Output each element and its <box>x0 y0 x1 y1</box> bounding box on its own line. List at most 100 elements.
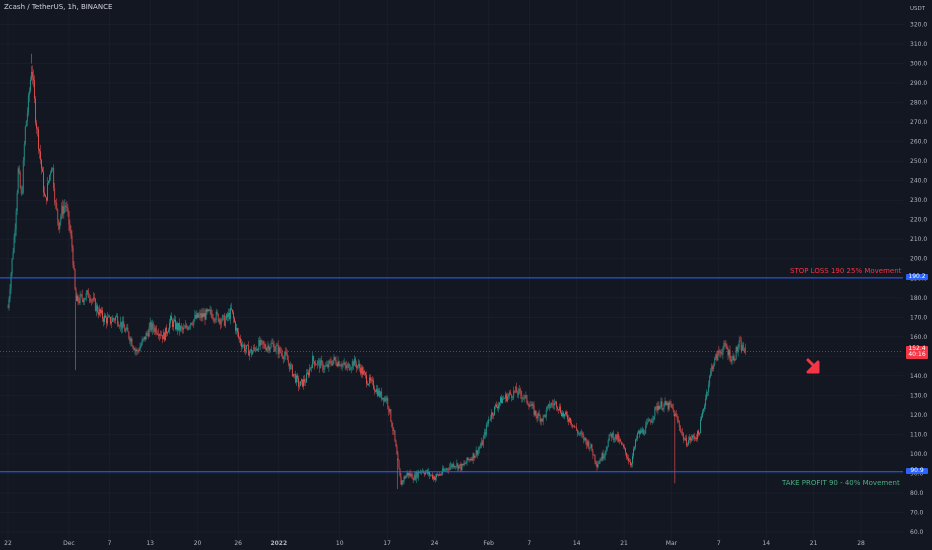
candle-body <box>531 404 533 406</box>
candle-body <box>602 453 604 459</box>
candle-body <box>726 346 728 350</box>
candle-body <box>226 314 228 318</box>
candle-body <box>568 419 569 422</box>
price-tick-label: 290.0 <box>910 80 927 87</box>
candle-body <box>710 370 712 376</box>
candle-body <box>621 444 623 446</box>
candle-body <box>272 343 274 345</box>
candle-body <box>608 434 610 441</box>
candle-body <box>601 453 603 461</box>
candle-body <box>54 188 56 203</box>
candle-body <box>256 349 258 351</box>
candle-body <box>375 390 377 393</box>
candle-body <box>740 340 742 351</box>
candle-body <box>616 434 618 440</box>
candle-body <box>335 359 337 365</box>
candle-body <box>12 252 14 259</box>
candle-body <box>625 448 626 453</box>
candle-body <box>312 356 314 369</box>
time-tick-label: 14 <box>573 540 581 547</box>
time-tick-label: 24 <box>431 540 439 547</box>
candle-body <box>59 222 61 230</box>
candle-body <box>56 202 58 209</box>
candle-body <box>734 358 736 361</box>
candle-body <box>727 349 729 356</box>
candle-body <box>590 444 592 448</box>
candle-body <box>380 391 382 397</box>
candle-body <box>664 401 666 405</box>
candle-body <box>182 327 184 330</box>
candle-body <box>431 474 432 476</box>
candle-body <box>337 361 339 367</box>
candle-body <box>589 447 591 449</box>
candle-body <box>539 415 541 422</box>
candle-body <box>658 405 660 410</box>
candle-body <box>739 340 741 342</box>
candle-body <box>105 315 106 318</box>
candle-body <box>243 344 244 346</box>
price-tick-label: 270.0 <box>910 119 927 126</box>
candle-body <box>169 322 170 331</box>
candle-body <box>307 372 308 374</box>
candle-body <box>569 417 570 422</box>
time-axis[interactable]: 22 Dec 7 13 20 26 2022 10 17 24 Feb 7 14 21 Mar 7 14 21 28 <box>4 540 865 547</box>
candle-body <box>34 80 35 99</box>
candle-body <box>190 322 192 327</box>
candle-body <box>614 434 616 439</box>
candle-body <box>495 404 496 407</box>
candle-body <box>85 292 87 299</box>
candle-body <box>316 364 318 366</box>
candle-body <box>446 468 448 471</box>
candle-body <box>502 398 503 404</box>
candle-body <box>55 202 57 203</box>
candle-body <box>344 362 346 366</box>
candle-body <box>245 349 247 352</box>
candle-body <box>21 192 23 194</box>
candle-body <box>32 77 34 81</box>
candle-body <box>491 412 493 416</box>
candle-body <box>315 364 317 366</box>
candle-body <box>39 149 40 152</box>
candle-body <box>302 379 303 387</box>
candle-body <box>222 315 224 316</box>
candle-body <box>403 476 405 482</box>
candle-body <box>58 219 60 230</box>
candle-body <box>435 477 436 480</box>
symbol-title: Zcash / TetherUS, 1h, BINANCE <box>4 3 113 11</box>
candle-body <box>556 407 558 410</box>
candle-body <box>57 208 59 220</box>
candle-body <box>330 361 332 364</box>
candle-body <box>37 128 38 130</box>
candle-body <box>102 310 103 319</box>
candle-body <box>456 463 458 467</box>
candle-body <box>112 318 113 322</box>
candle-body <box>555 401 557 408</box>
candle-body <box>698 430 699 435</box>
take-profit-label: TAKE PROFIT 90 - 40% Movement <box>782 478 900 487</box>
candle-body <box>342 364 344 365</box>
candle-body <box>667 403 669 410</box>
candle-body <box>114 319 116 321</box>
candle-body <box>449 466 451 471</box>
candle-body <box>513 390 515 398</box>
candle-body <box>480 441 482 447</box>
candle-body <box>185 325 187 328</box>
candle-body <box>176 323 177 330</box>
candle-body <box>690 437 691 441</box>
candle-body <box>123 321 125 328</box>
candle-body <box>262 341 264 345</box>
candle-body <box>362 367 363 375</box>
bar-countdown: 40:16 <box>908 351 926 359</box>
candle-body <box>699 433 700 435</box>
candle-body <box>177 323 178 330</box>
candle-body <box>148 326 150 337</box>
candle-body <box>605 449 607 452</box>
candle-body <box>577 430 579 434</box>
candle-body <box>241 343 242 347</box>
candle-body <box>277 345 279 354</box>
candle-body <box>563 412 564 417</box>
candle-body <box>228 312 230 319</box>
candle-body <box>487 419 489 424</box>
candle-body <box>674 413 676 417</box>
